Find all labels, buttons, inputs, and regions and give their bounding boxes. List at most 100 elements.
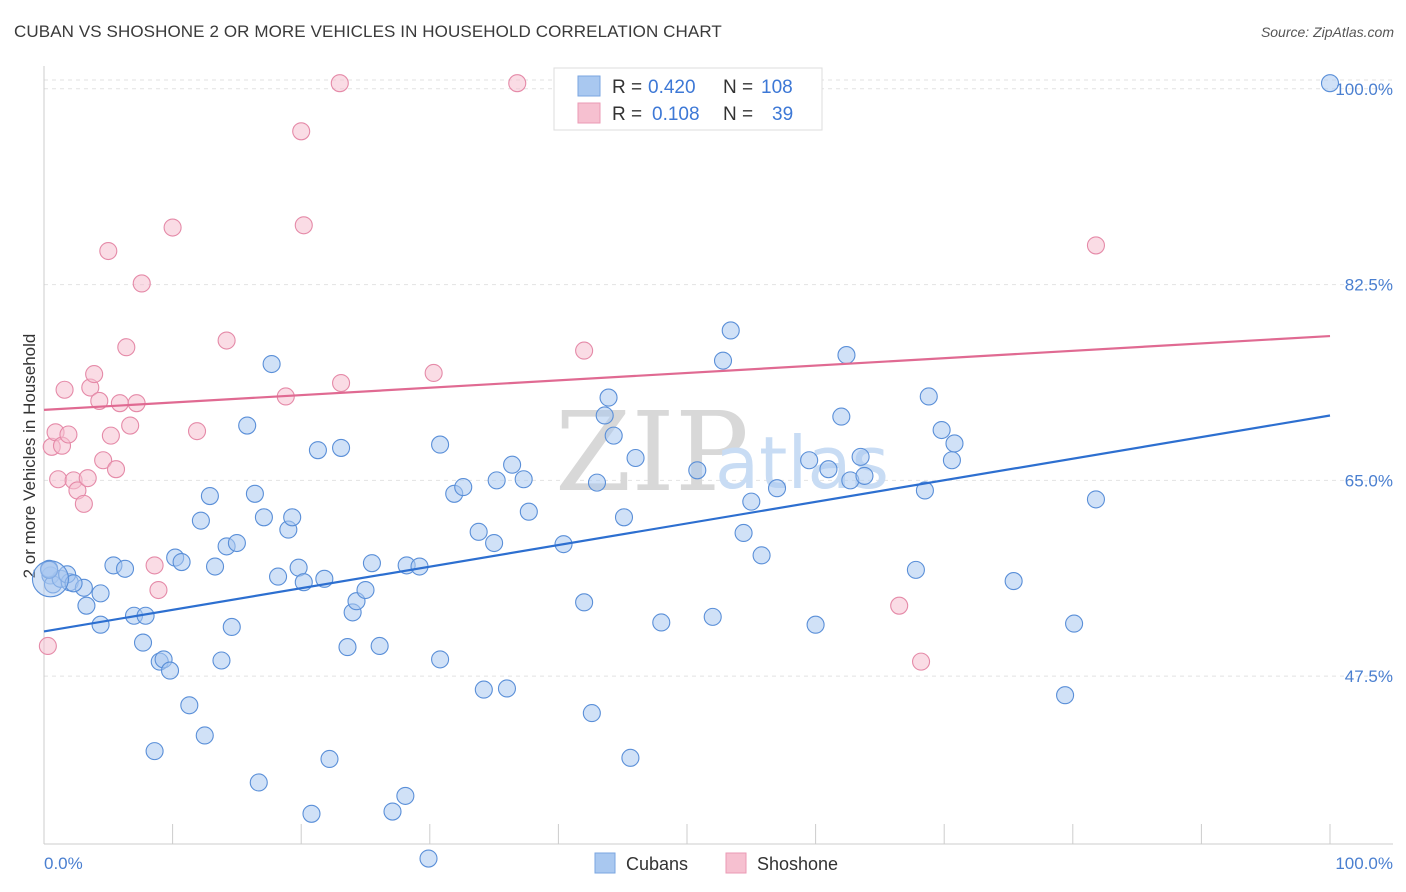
legend: R = 0.420 N = 108 R = 0.108 N = 39: [553, 67, 823, 131]
cubans-point: [652, 613, 671, 632]
axes: [43, 66, 1393, 845]
shoshone-point: [55, 380, 74, 399]
cubans-point: [621, 748, 640, 767]
cubans-point: [703, 607, 722, 626]
cubans-point: [485, 533, 504, 553]
shoshone-point: [294, 216, 313, 235]
legend-swatch-cubans: [577, 75, 601, 97]
cubans-point: [519, 502, 538, 521]
cubans-point: [688, 461, 707, 480]
cubans-point: [431, 435, 450, 454]
cubans-point: [734, 523, 753, 543]
shoshone-point: [85, 365, 104, 384]
cubans-point: [767, 479, 787, 498]
y-tick-label: 47.5%: [1345, 667, 1393, 686]
cubans-point: [195, 726, 214, 745]
cubans-points: [31, 74, 1340, 868]
shoshone-point: [74, 494, 93, 513]
cubans-point: [587, 473, 607, 492]
shoshone-point: [145, 556, 164, 575]
cubans-point: [742, 492, 761, 511]
cubans-point: [91, 615, 110, 634]
legend-swatch-shoshone: [577, 102, 601, 124]
cubans-point-cluster: [31, 560, 69, 598]
cubans-point: [626, 448, 645, 468]
shoshone-trend-line: [43, 334, 1331, 411]
cubans-point: [370, 636, 389, 656]
shoshone-point: [575, 341, 594, 360]
cubans-point: [227, 533, 246, 553]
shoshone-point: [1086, 236, 1105, 255]
cubans-point: [497, 679, 517, 698]
cubans-point: [115, 559, 135, 578]
shoshone-point: [149, 580, 168, 600]
cubans-point: [469, 522, 488, 541]
cubans-point: [180, 696, 199, 715]
cubans-point: [419, 849, 438, 868]
shoshone-point: [187, 422, 207, 441]
bottom-legend-label-shoshone: Shoshone: [757, 854, 838, 874]
cubans-point: [254, 508, 273, 527]
cubans-point: [269, 567, 288, 586]
shoshone-point: [332, 373, 351, 393]
shoshone-points: [38, 74, 1105, 671]
y-tick-label: 100.0%: [1335, 80, 1393, 99]
bottom-legend-swatch-cubans: [594, 852, 616, 874]
shoshone-point: [90, 391, 109, 410]
watermark-zip: ZIP: [555, 388, 749, 516]
chart-title: CUBAN VS SHOSHONE 2 OR MORE VEHICLES IN …: [14, 22, 722, 41]
shoshone-point: [99, 241, 118, 261]
cubans-point: [819, 460, 838, 479]
cubans-point: [77, 596, 96, 615]
shoshone-point: [890, 596, 909, 615]
cubans-point: [800, 451, 819, 470]
cubans-point: [942, 451, 961, 470]
shoshone-point: [59, 425, 78, 444]
cubans-point: [832, 407, 851, 426]
shoshone-point: [424, 363, 443, 383]
cubans-point: [514, 470, 533, 489]
cubans-point: [837, 346, 856, 365]
cubans-point: [383, 802, 402, 821]
cubans-point: [906, 560, 925, 579]
legend-r-value-cubans: 0.420: [648, 77, 696, 98]
cubans-point: [614, 508, 634, 527]
cubans-point: [599, 388, 618, 407]
cubans-point: [356, 580, 375, 600]
y-tick-labels: 47.5% 65.0% 82.5% 100.0%: [1335, 80, 1393, 686]
y-tick-label: 65.0%: [1345, 471, 1393, 490]
cubans-point: [308, 441, 327, 460]
cubans-point: [915, 481, 934, 500]
cubans-point: [454, 478, 473, 497]
cubans-point: [851, 447, 870, 466]
cubans-point: [145, 742, 164, 761]
cubans-point: [249, 773, 268, 792]
cubans-point: [1065, 614, 1084, 633]
cubans-point: [302, 804, 321, 823]
cubans-point: [338, 638, 357, 657]
shoshone-point: [78, 469, 97, 488]
shoshone-point: [163, 218, 182, 237]
cubans-point: [396, 786, 415, 805]
cubans-point: [200, 486, 219, 506]
shoshone-point: [292, 122, 311, 141]
cubans-trend-line: [43, 414, 1331, 633]
cubans-point: [806, 615, 825, 634]
cubans-point: [919, 387, 938, 406]
shoshone-point: [117, 338, 136, 357]
legend-n-label-shoshone: N =: [723, 104, 753, 125]
shoshone-point: [101, 426, 120, 445]
legend-n-value-shoshone: 39: [772, 104, 793, 125]
cubans-point: [160, 661, 180, 680]
legend-r-label-shoshone: R =: [612, 104, 642, 125]
cubans-point: [362, 554, 381, 573]
cubans-point: [91, 584, 110, 603]
shoshone-point: [94, 451, 113, 470]
shoshone-point: [132, 274, 151, 293]
cubans-point: [945, 434, 964, 453]
cubans-point: [238, 416, 257, 435]
shoshone-point: [49, 470, 68, 489]
cubans-point: [222, 617, 241, 636]
legend-n-value-cubans: 108: [761, 77, 793, 98]
